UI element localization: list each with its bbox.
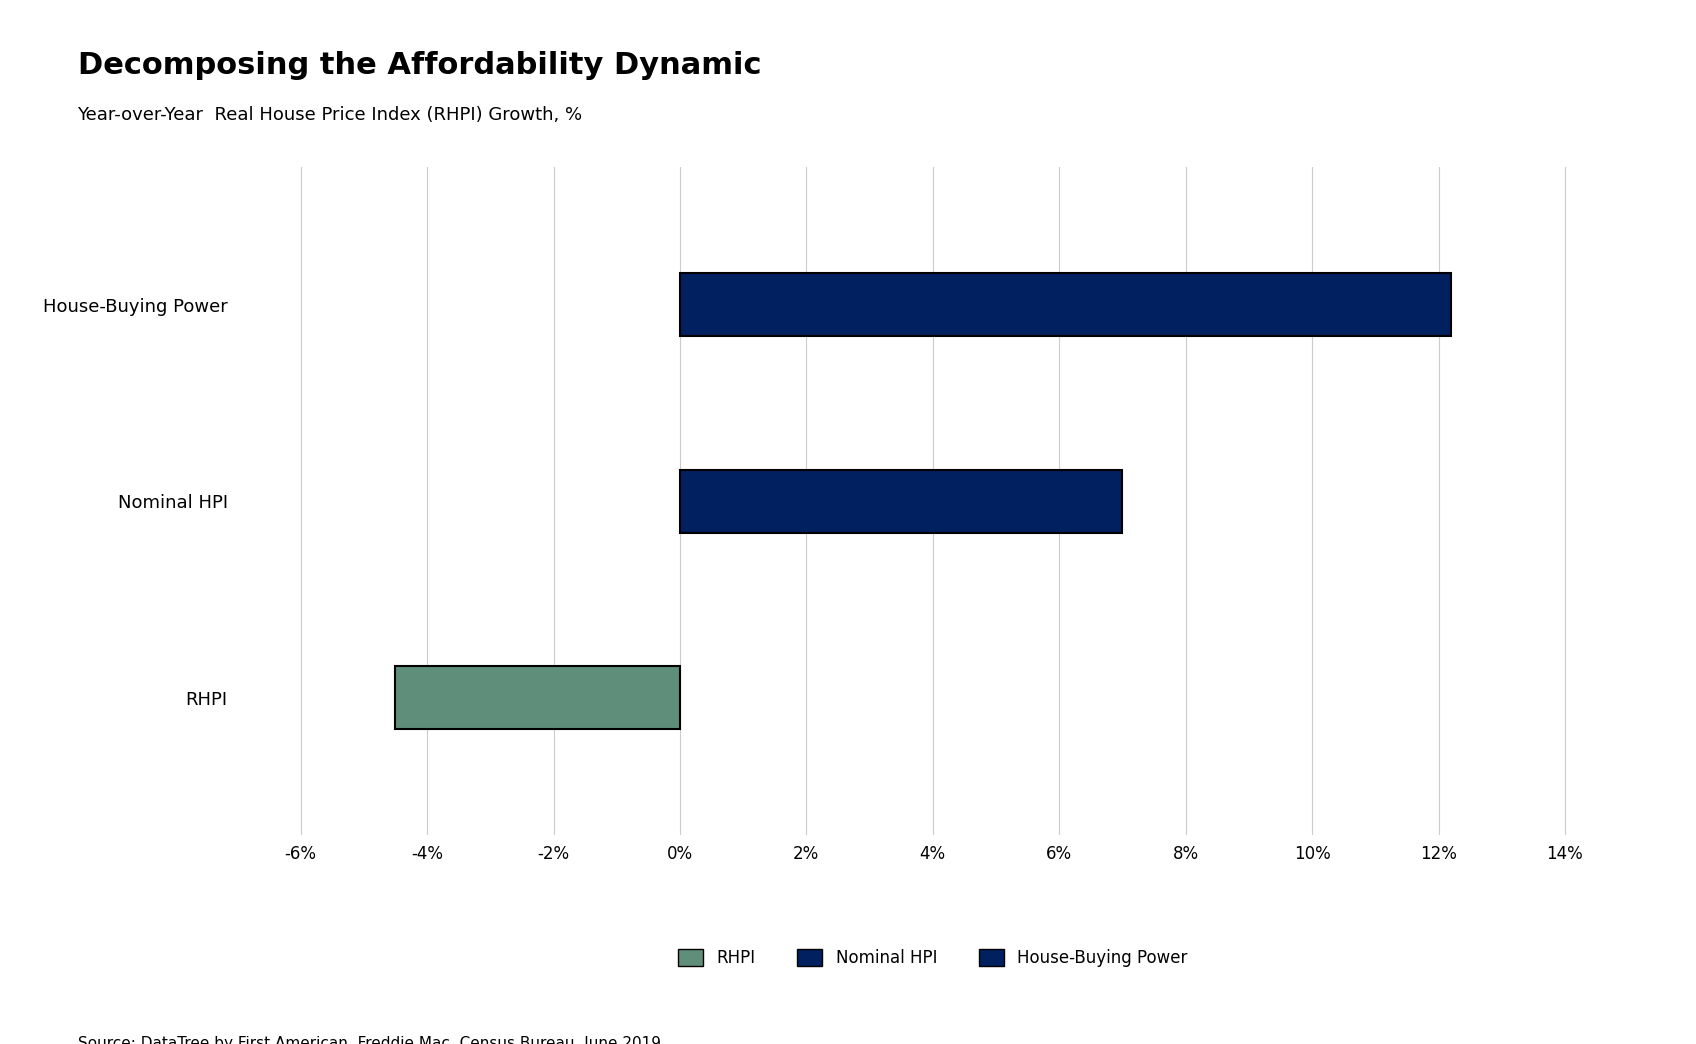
Legend: RHPI, Nominal HPI, House-Buying Power: RHPI, Nominal HPI, House-Buying Power	[672, 943, 1194, 974]
Bar	[680, 274, 1452, 336]
Bar	[395, 666, 680, 729]
Text: Source: DataTree by First American, Freddie Mac, Census Bureau, June 2019: Source: DataTree by First American, Fred…	[78, 1036, 660, 1044]
Text: Decomposing the Affordability Dynamic: Decomposing the Affordability Dynamic	[78, 51, 762, 80]
Bar	[680, 470, 1123, 532]
Text: Year-over-Year  Real House Price Index (RHPI) Growth, %: Year-over-Year Real House Price Index (R…	[78, 105, 583, 123]
